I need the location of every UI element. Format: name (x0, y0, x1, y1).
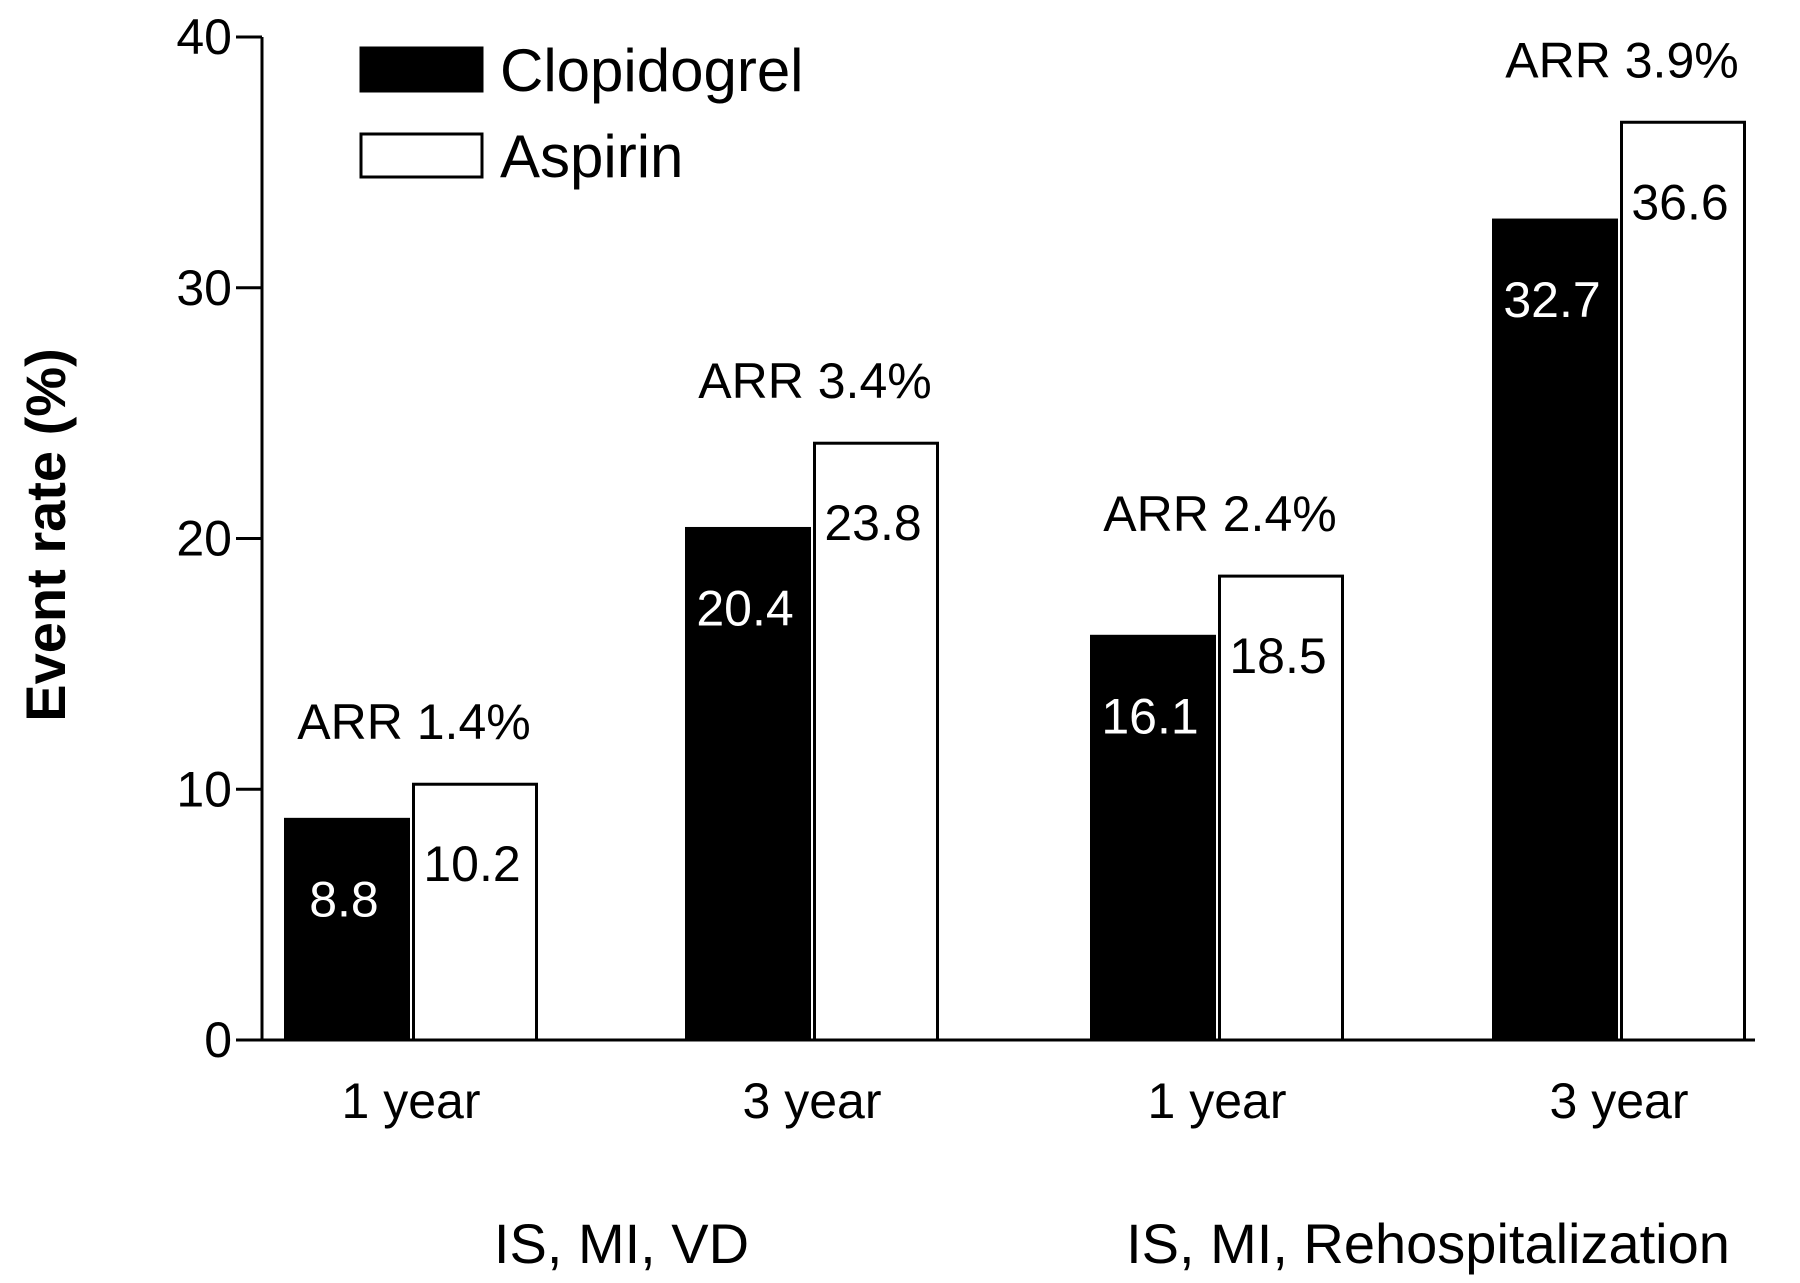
bars (284, 120, 1746, 1042)
data-label: 16.1 (1101, 688, 1198, 744)
legend-label: Aspirin (500, 123, 683, 190)
data-label: 32.7 (1503, 272, 1600, 328)
group-label: IS, MI, VD (494, 1212, 749, 1275)
bar-clopidogrel (284, 817, 410, 1042)
y-tick-label: 10 (176, 761, 232, 817)
y-axis-title: Event rate (%) (14, 348, 77, 721)
arr-annotation: ARR 1.4% (297, 694, 530, 750)
bar-aspirin (412, 782, 538, 1042)
group-label: IS, MI, Rehospitalization (1126, 1212, 1730, 1275)
axes: 0 10 20 30 40 Event rate (%) (14, 9, 1755, 1068)
bar-aspirin (1620, 120, 1746, 1042)
arr-annotation: ARR 3.9% (1505, 32, 1738, 88)
labels: 8.8 10.2 ARR 1.4% 1 year 20.4 23.8 ARR 3.4% 3 y… (297, 32, 1738, 1275)
arr-annotation: ARR 2.4% (1103, 486, 1336, 542)
legend-label: Clopidogrel (500, 37, 804, 104)
bar-clopidogrel (685, 526, 811, 1042)
y-tick-label: 40 (176, 9, 232, 65)
x-tick-label: 1 year (342, 1073, 481, 1129)
data-label: 18.5 (1229, 628, 1326, 684)
data-label: 23.8 (824, 495, 921, 551)
x-tick-label: 3 year (743, 1073, 882, 1129)
y-tick-label: 20 (176, 511, 232, 567)
bar-aspirin (1218, 574, 1344, 1042)
data-label: 8.8 (309, 871, 379, 927)
data-label: 10.2 (423, 836, 520, 892)
bar-aspirin (813, 441, 939, 1042)
y-tick-label: 30 (176, 260, 232, 316)
legend-swatch-aspirin (359, 132, 484, 179)
data-label: 36.6 (1631, 174, 1728, 230)
bar-clopidogrel (1492, 218, 1618, 1042)
arr-annotation: ARR 3.4% (698, 353, 931, 409)
legend: Clopidogrel Aspirin (359, 37, 804, 190)
bar-clopidogrel (1090, 634, 1216, 1042)
y-tick-label: 0 (204, 1012, 232, 1068)
data-label: 20.4 (696, 580, 793, 636)
legend-swatch-clopidogrel (359, 46, 484, 93)
x-tick-label: 1 year (1148, 1073, 1287, 1129)
x-tick-label: 3 year (1550, 1073, 1689, 1129)
